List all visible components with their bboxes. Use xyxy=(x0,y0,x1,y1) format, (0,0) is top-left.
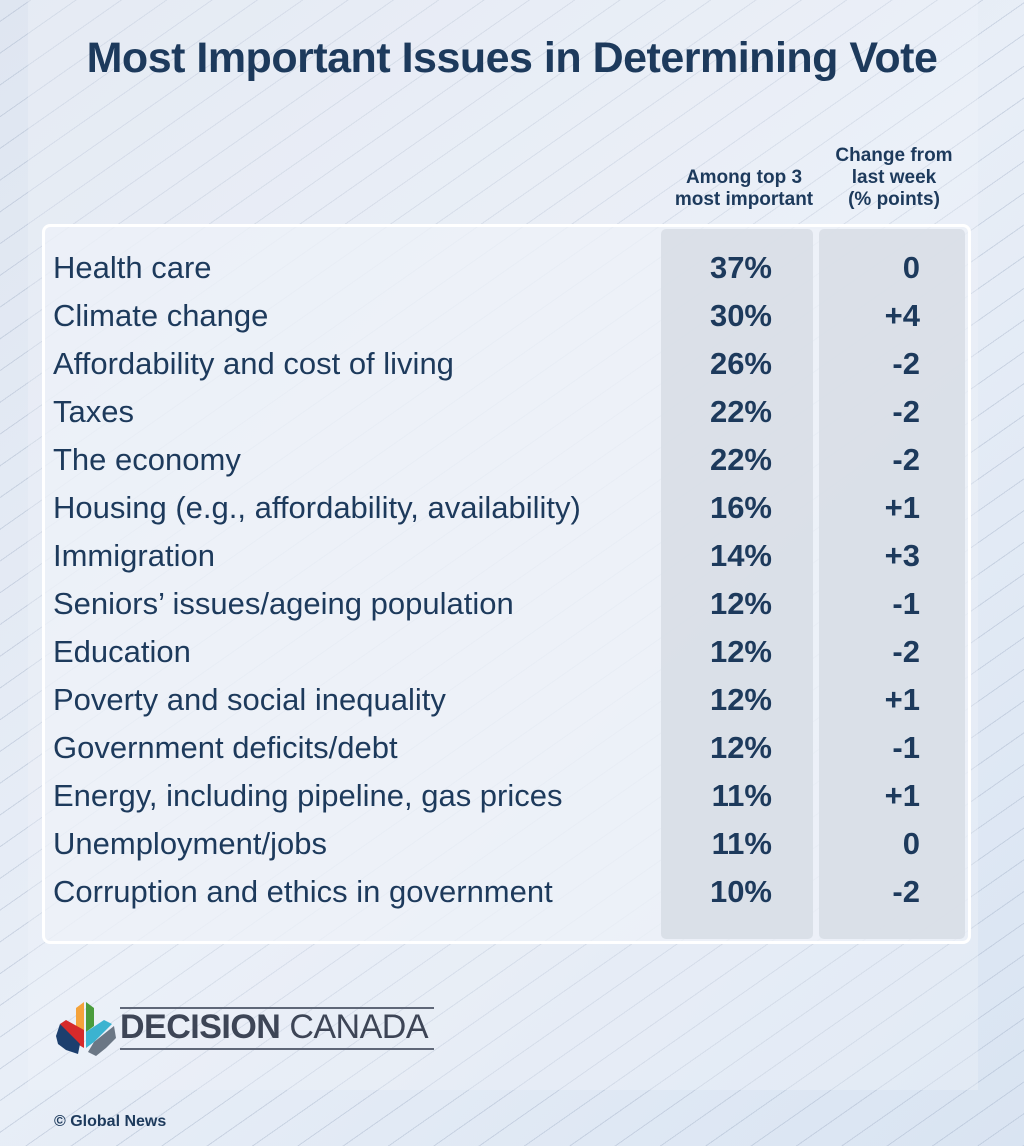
change-column-shade xyxy=(819,229,965,939)
top3-value: 12% xyxy=(709,586,772,621)
decision-canada-logo: DECISION CANADA xyxy=(54,998,434,1056)
top3-value: 12% xyxy=(709,634,772,669)
table-row: The economy 22% -2 xyxy=(45,436,968,484)
logo-rule-bottom xyxy=(120,1048,434,1050)
column-header-change: Change from last week (% points) xyxy=(818,145,970,211)
issue-label: Government deficits/debt xyxy=(53,730,398,765)
issues-table: Health care 37% 0 Climate change 30% +4 Afford… xyxy=(42,224,971,944)
header-line: Among top 3 xyxy=(685,167,803,188)
change-value: -2 xyxy=(892,442,920,477)
table-row: Climate change 30% +4 xyxy=(45,292,968,340)
header-line: most important xyxy=(674,189,814,210)
logo-light: CANADA xyxy=(289,1008,429,1046)
top3-value: 30% xyxy=(709,298,772,333)
page-title: Most Important Issues in Determining Vot… xyxy=(86,34,938,82)
table-row: Energy, including pipeline, gas prices 11… xyxy=(45,772,968,820)
maple-leaf-icon xyxy=(56,1002,116,1056)
issue-label: Poverty and social inequality xyxy=(53,682,446,717)
table-row: Seniors’ issues/ageing population 12% -1 xyxy=(45,580,968,628)
copyright-credit: © Global News xyxy=(54,1113,167,1130)
table-row: Government deficits/debt 12% -1 xyxy=(45,724,968,772)
change-value: +1 xyxy=(884,490,920,525)
issue-label: Seniors’ issues/ageing population xyxy=(53,586,514,621)
issue-label: Affordability and cost of living xyxy=(53,346,454,381)
column-header-top3: Among top 3 most important xyxy=(664,167,824,211)
issue-label: Taxes xyxy=(53,394,134,429)
top3-value: 22% xyxy=(709,394,772,429)
change-value: -2 xyxy=(892,346,920,381)
change-value: 0 xyxy=(902,250,920,285)
top3-value: 26% xyxy=(709,346,772,381)
change-value: +3 xyxy=(884,538,920,573)
issue-label: Corruption and ethics in government xyxy=(53,874,553,909)
top3-value: 11% xyxy=(711,826,772,861)
change-value: -2 xyxy=(892,874,920,909)
issue-label: Immigration xyxy=(53,538,215,573)
top3-value: 12% xyxy=(709,682,772,717)
change-value: -1 xyxy=(892,586,920,621)
table-row: Corruption and ethics in government 10% -2 xyxy=(45,868,968,916)
top3-value: 16% xyxy=(709,490,772,525)
issue-label: Climate change xyxy=(53,298,269,333)
issue-label: Education xyxy=(53,634,191,669)
top3-value: 22% xyxy=(709,442,772,477)
change-value: 0 xyxy=(902,826,920,861)
issue-label: Health care xyxy=(53,250,212,285)
table-row: Poverty and social inequality 12% +1 xyxy=(45,676,968,724)
table-row: Education 12% -2 xyxy=(45,628,968,676)
change-value: +4 xyxy=(884,298,920,333)
header-line: (% points) xyxy=(848,189,940,210)
change-value: -2 xyxy=(892,634,920,669)
issue-label: Housing (e.g., affordability, availabili… xyxy=(53,490,581,525)
issue-label: The economy xyxy=(53,442,241,477)
logo-bold: DECISION xyxy=(120,1008,281,1046)
issue-label: Unemployment/jobs xyxy=(53,826,327,861)
change-value: +1 xyxy=(884,682,920,717)
change-value: +1 xyxy=(884,778,920,813)
logo-text: DECISION CANADA xyxy=(120,1008,429,1046)
header-line: Change from xyxy=(835,145,953,166)
table-row: Taxes 22% -2 xyxy=(45,388,968,436)
change-value: -1 xyxy=(892,730,920,765)
table-row: Health care 37% 0 xyxy=(45,244,968,292)
top3-column-shade xyxy=(661,229,813,939)
change-value: -2 xyxy=(892,394,920,429)
top3-value: 11% xyxy=(711,778,772,813)
table-row: Affordability and cost of living 26% -2 xyxy=(45,340,968,388)
table-row: Housing (e.g., affordability, availabili… xyxy=(45,484,968,532)
top3-value: 10% xyxy=(709,874,772,909)
top3-value: 37% xyxy=(709,250,772,285)
top3-value: 14% xyxy=(709,538,772,573)
table-row: Immigration 14% +3 xyxy=(45,532,968,580)
table-row: Unemployment/jobs 11% 0 xyxy=(45,820,968,868)
logo-rule-top xyxy=(120,1007,434,1009)
top3-value: 12% xyxy=(709,730,772,765)
issue-label: Energy, including pipeline, gas prices xyxy=(53,778,563,813)
header-line: last week xyxy=(851,167,937,188)
